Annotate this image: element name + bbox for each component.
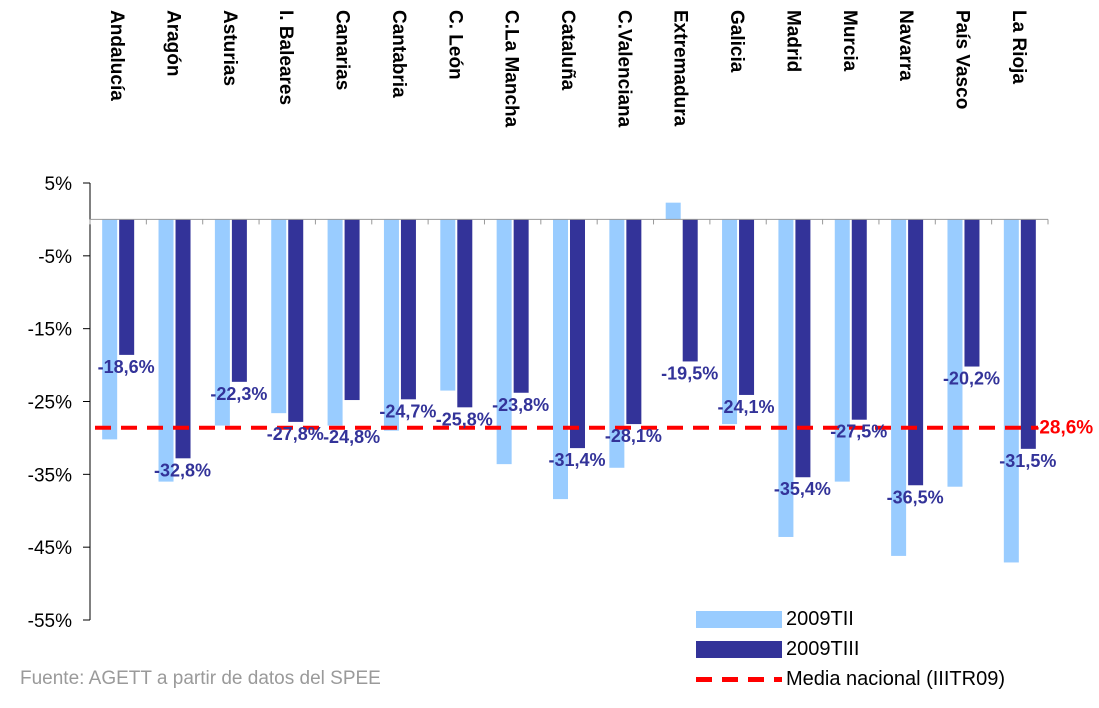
x-category-label: Cataluña	[557, 10, 578, 91]
y-tick-label: 5%	[45, 174, 73, 195]
data-label: -18,6%	[98, 357, 155, 377]
data-label: -36,5%	[887, 487, 944, 507]
bar-tiii-5	[344, 219, 360, 401]
bar-tiii-17	[1020, 219, 1036, 449]
x-category-label: C. León	[444, 10, 465, 80]
bar-tiii-6	[400, 219, 416, 400]
bar-tii-11	[665, 202, 681, 220]
legend-label-media-nacional: Media nacional (IIITR09)	[786, 667, 1005, 690]
bar-tii-14	[834, 219, 850, 482]
bar-tii-5	[327, 219, 343, 426]
data-label: -23,8%	[492, 395, 549, 415]
data-label: -24,8%	[323, 427, 380, 447]
data-label: -28,1%	[605, 426, 662, 446]
x-category-label: País Vasco	[951, 10, 972, 109]
bar-tii-12	[722, 219, 738, 425]
legend-label-2009tiii: 2009TIII	[786, 637, 860, 660]
y-tick-label: -35%	[28, 465, 72, 486]
x-category-label: Andalucía	[106, 10, 127, 101]
bar-tiii-3	[231, 219, 247, 382]
x-category-label: Galicia	[726, 10, 747, 73]
bar-tiii-2	[175, 219, 191, 459]
x-category-label: Asturias	[219, 10, 240, 86]
bar-tii-4	[271, 219, 287, 414]
bar-tiii-8	[513, 219, 529, 393]
bar-tiii-10	[626, 219, 642, 425]
data-label: -27,5%	[830, 422, 887, 442]
bar-tiii-15	[908, 219, 924, 486]
source-note: Fuente: AGETT a partir de datos del SPEE	[20, 668, 381, 689]
y-tick-label: -5%	[38, 247, 72, 268]
data-label: -31,4%	[548, 450, 605, 470]
x-category-label: C.La Mancha	[501, 10, 522, 128]
y-tick-label: -15%	[28, 320, 72, 341]
legend-swatch-2009tii	[696, 610, 782, 628]
x-category-label: Canarias	[332, 10, 353, 90]
bar-tiii-1	[119, 219, 135, 355]
data-label: -24,7%	[379, 401, 436, 421]
y-tick-label: -45%	[28, 538, 72, 559]
bar-tii-1	[102, 219, 118, 440]
bar-tii-6	[383, 219, 399, 431]
bar-tiii-16	[964, 219, 980, 367]
data-label: -19,5%	[661, 363, 718, 383]
bar-tii-13	[778, 219, 794, 537]
bar-tiii-7	[457, 219, 473, 408]
legend-swatch-2009tiii	[696, 640, 782, 658]
bar-tii-3	[214, 219, 230, 426]
legend-item-2009tiii: 2009TIII	[696, 634, 1005, 664]
data-label: -27,8%	[267, 424, 324, 444]
bar-tiii-11	[682, 219, 698, 362]
bar-tii-17	[1003, 219, 1019, 563]
x-category-label: I. Baleares	[275, 10, 296, 105]
x-category-label: La Rioja	[1008, 10, 1029, 84]
legend-item-2009tii: 2009TII	[696, 604, 1005, 634]
data-label: -32,8%	[154, 460, 211, 480]
bar-tiii-14	[851, 219, 867, 420]
bar-tii-15	[891, 219, 907, 556]
reference-line-label: -28,6%	[1033, 418, 1093, 439]
x-category-label: Madrid	[782, 10, 803, 72]
bar-tiii-9	[570, 219, 585, 449]
legend-item-media-nacional: Media nacional (IIITR09)	[696, 664, 1005, 694]
bar-tiii-13	[795, 219, 811, 478]
bar-tii-10	[609, 219, 625, 468]
data-label: -20,2%	[943, 369, 1000, 389]
y-tick-label: -55%	[28, 611, 72, 632]
legend-dash-media-nacional	[696, 676, 782, 682]
bar-tii-2	[158, 219, 174, 482]
data-label: -22,3%	[210, 384, 267, 404]
data-label: -35,4%	[774, 479, 831, 499]
bar-tiii-4	[288, 219, 304, 422]
data-label: -25,8%	[436, 409, 493, 429]
bar-tii-7	[440, 219, 456, 391]
x-category-label: Extremadura	[670, 10, 691, 127]
x-category-label: C.Valenciana	[613, 10, 634, 128]
bar-tii-16	[947, 219, 963, 487]
data-label: -31,5%	[999, 451, 1056, 471]
x-category-label: Aragón	[163, 10, 184, 77]
x-category-label: Murcia	[839, 10, 860, 72]
x-category-label: Cantabria	[388, 10, 409, 98]
x-category-label: Navarra	[895, 10, 916, 81]
data-label: -24,1%	[718, 397, 775, 417]
legend-label-2009tii: 2009TII	[786, 607, 854, 630]
bar-tii-8	[496, 219, 512, 465]
legend: 2009TII 2009TIII Media nacional (IIITR09…	[696, 604, 1005, 694]
bar-tiii-12	[739, 219, 755, 395]
y-tick-label: -25%	[28, 393, 72, 414]
